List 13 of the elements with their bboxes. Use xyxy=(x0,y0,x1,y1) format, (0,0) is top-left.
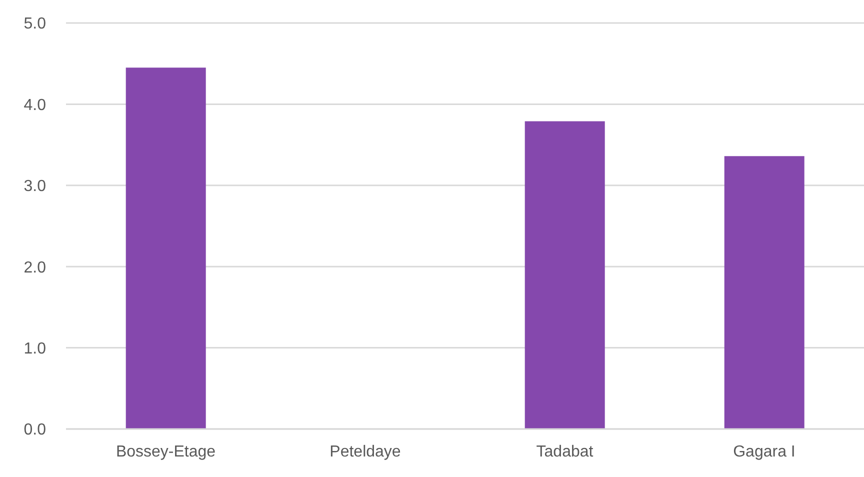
x-tick-label: Peteldaye xyxy=(330,443,401,460)
y-tick-label: 0.0 xyxy=(24,422,46,439)
x-tick-label: Bossey-Etage xyxy=(116,443,216,460)
y-tick-label: 4.0 xyxy=(24,96,46,114)
bar xyxy=(126,68,206,429)
x-tick-label: Tadabat xyxy=(536,443,594,460)
bar xyxy=(524,121,605,429)
y-tick-label: 1.0 xyxy=(24,340,46,358)
x-tick-label: Gagara I xyxy=(733,443,796,460)
y-tick-label: 5.0 xyxy=(24,16,46,33)
y-tick-label: 3.0 xyxy=(24,178,46,196)
bar xyxy=(724,156,804,429)
y-tick-label: 2.0 xyxy=(24,259,46,276)
